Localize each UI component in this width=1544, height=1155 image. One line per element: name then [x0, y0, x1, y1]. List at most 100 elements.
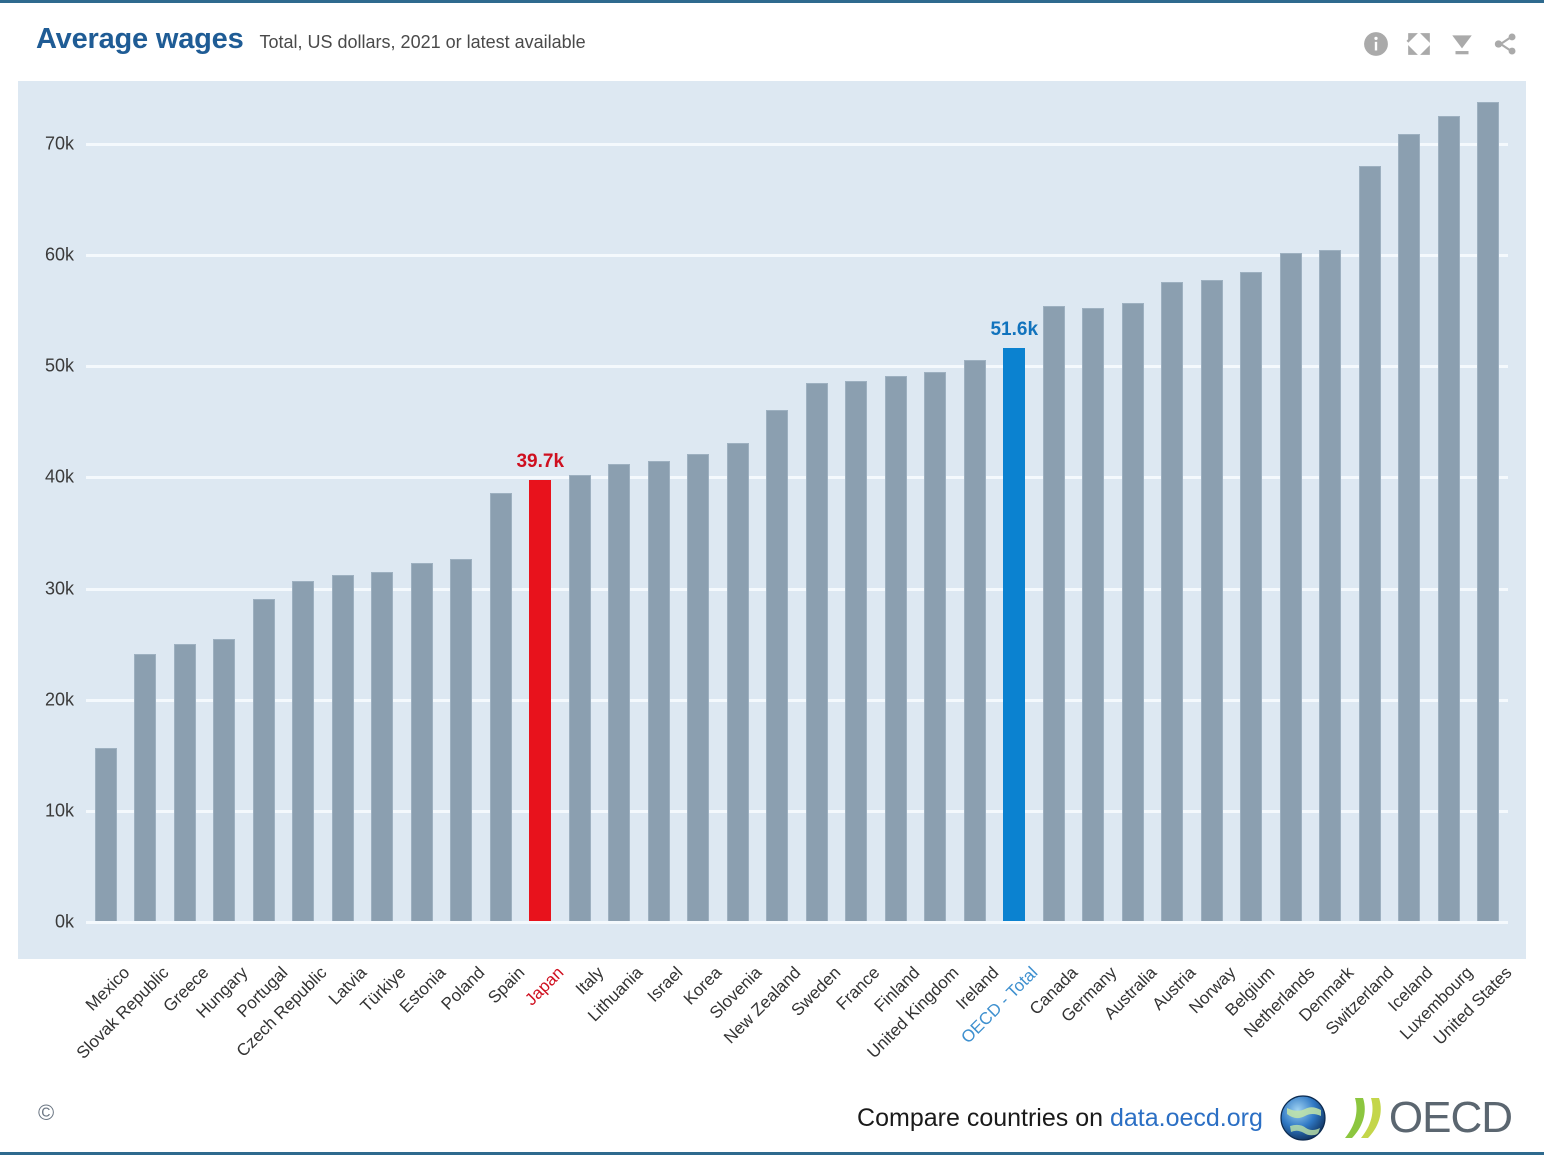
bar-slot[interactable]: 51.6k [990, 93, 1038, 943]
fullscreen-icon[interactable] [1406, 31, 1432, 57]
gridline: 70k [45, 134, 1508, 154]
plot-inner: 0k 10k 20k 30k 40k 50k 60k 70k 39.7k 51.6k [45, 93, 1508, 943]
gridline: 50k [45, 356, 1508, 376]
title-block: Average wages Total, US dollars, 2021 or… [0, 23, 586, 56]
bar-value-label: 51.6k [990, 318, 1039, 340]
bar[interactable] [647, 460, 670, 921]
bar-slot[interactable] [244, 93, 284, 943]
bar[interactable] [1042, 306, 1065, 921]
bar[interactable] [1121, 303, 1144, 921]
bar-slot[interactable]: 39.7k [516, 93, 564, 943]
download-icon[interactable] [1449, 31, 1475, 57]
y-axis-tick-label: 20k [44, 689, 74, 710]
bar-slot[interactable] [165, 93, 205, 943]
bar[interactable] [371, 572, 394, 921]
bar-slot[interactable] [1271, 93, 1311, 943]
bar-slot[interactable] [916, 93, 956, 943]
bar[interactable] [805, 383, 828, 921]
bar[interactable] [687, 454, 710, 921]
bar-slot[interactable] [1469, 93, 1509, 943]
bar[interactable] [410, 563, 433, 921]
bar-slot[interactable] [1350, 93, 1390, 943]
y-axis-tick-label: 60k [44, 244, 74, 265]
y-axis-tick-label: 50k [44, 355, 74, 376]
bar[interactable]: 51.6k [990, 319, 1038, 921]
bar[interactable] [94, 747, 117, 921]
bar-slot[interactable] [1113, 93, 1153, 943]
bar-slot[interactable] [758, 93, 798, 943]
y-axis-tick-label: 70k [44, 133, 74, 154]
bar[interactable]: 39.7k [516, 451, 564, 921]
bar[interactable] [1279, 253, 1302, 921]
info-icon[interactable] [1363, 31, 1389, 57]
chart-footer: © Compare countries on data.oecd.org [0, 1074, 1544, 1152]
bar-slot[interactable] [600, 93, 640, 943]
bar-slot[interactable] [837, 93, 877, 943]
compare-countries-text: Compare countries on data.oecd.org [857, 1104, 1263, 1133]
bar[interactable] [331, 575, 354, 921]
bar-slot[interactable] [560, 93, 600, 943]
bar[interactable] [1161, 281, 1184, 921]
bar[interactable] [884, 376, 907, 921]
bar-slot[interactable] [402, 93, 442, 943]
gridline: 30k [45, 578, 1508, 598]
bar[interactable] [963, 359, 986, 921]
bar[interactable] [726, 443, 749, 921]
bar-slot[interactable] [718, 93, 758, 943]
bar-slot[interactable] [876, 93, 916, 943]
gridline: 40k [45, 467, 1508, 487]
footer-attribution: Compare countries on data.oecd.org [857, 1090, 1513, 1146]
bar-slot[interactable] [1153, 93, 1193, 943]
bar-slot[interactable] [1074, 93, 1114, 943]
bar[interactable] [568, 475, 591, 921]
bar-slot[interactable] [679, 93, 719, 943]
bar[interactable] [1319, 249, 1342, 921]
bar[interactable] [292, 580, 315, 921]
gridline: 0k [55, 912, 1508, 932]
bar[interactable] [1200, 279, 1223, 921]
bar-slot[interactable] [284, 93, 324, 943]
bar-slot[interactable] [86, 93, 126, 943]
plot-area: 0k 10k 20k 30k 40k 50k 60k 70k 39.7k 51.6k [18, 81, 1526, 959]
bar[interactable] [1477, 101, 1500, 921]
data-oecd-link[interactable]: data.oecd.org [1109, 1103, 1263, 1132]
bar-slot[interactable] [955, 93, 995, 943]
bar-slot[interactable] [1192, 93, 1232, 943]
bar[interactable] [213, 638, 236, 921]
bar[interactable] [924, 371, 947, 921]
category-axis: Mexico Slovak Republic Greece Hungary Portug… [18, 963, 1526, 1078]
bar[interactable] [608, 464, 631, 921]
y-axis-tick-label: 0k [54, 911, 74, 932]
bar-slot[interactable] [797, 93, 837, 943]
bar[interactable] [489, 493, 512, 921]
bar[interactable] [450, 558, 473, 921]
y-axis-tick-label: 40k [44, 466, 74, 487]
bar-series: 39.7k 51.6k [86, 93, 1508, 943]
bar[interactable] [1240, 271, 1263, 921]
bar[interactable] [1358, 166, 1381, 921]
bar-slot[interactable] [1034, 93, 1074, 943]
bar-slot[interactable] [126, 93, 166, 943]
bar-slot[interactable] [205, 93, 245, 943]
bar-slot[interactable] [481, 93, 521, 943]
bar[interactable] [845, 380, 868, 921]
bar-slot[interactable] [1232, 93, 1272, 943]
bar[interactable] [173, 644, 196, 921]
share-icon[interactable] [1492, 31, 1518, 57]
bar[interactable] [252, 598, 275, 921]
bar-slot[interactable] [1311, 93, 1351, 943]
bar-slot[interactable] [1429, 93, 1469, 943]
bar-slot[interactable] [323, 93, 363, 943]
bar-slot[interactable] [1390, 93, 1430, 943]
bar[interactable] [1398, 134, 1421, 921]
bar[interactable] [1082, 307, 1105, 921]
bar[interactable] [766, 409, 789, 921]
chart-subtitle: Total, US dollars, 2021 or latest availa… [259, 31, 586, 52]
bar-slot[interactable] [442, 93, 482, 943]
bar[interactable] [134, 654, 157, 921]
oecd-logo: OECD [1277, 1090, 1513, 1146]
bar-slot[interactable] [639, 93, 679, 943]
bar[interactable] [1437, 116, 1460, 921]
bar-slot[interactable] [363, 93, 403, 943]
gridline: 20k [45, 689, 1508, 709]
